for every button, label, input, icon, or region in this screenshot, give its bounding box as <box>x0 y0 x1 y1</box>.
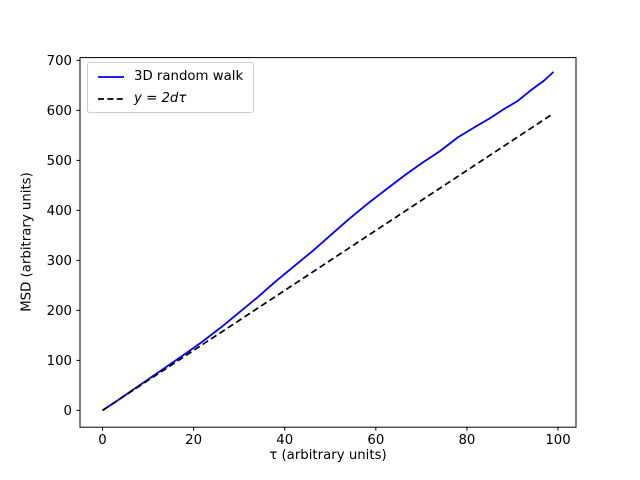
x-tick-label: 80 <box>458 433 475 448</box>
legend-label-random-walk: 3D random walk <box>134 69 244 84</box>
axes-spines <box>79 57 577 428</box>
legend-item-random-walk: 3D random walk <box>97 69 243 84</box>
axis-ticks: 0 20 40 60 80 100 0 100 200 300 400 500 600 700 <box>47 54 571 448</box>
x-tick-label: 100 <box>545 433 570 448</box>
legend-label-theory: y = 2dτ <box>134 91 187 106</box>
series-line-1 <box>102 112 554 412</box>
legend-item-theory: y = 2dτ <box>97 91 243 106</box>
y-tick-label: 500 <box>47 154 72 169</box>
y-tick-label: 400 <box>47 204 72 219</box>
y-tick-label: 600 <box>47 104 72 119</box>
x-axis-label: τ (arbitrary units) <box>269 448 387 463</box>
y-tick-label: 300 <box>47 254 72 269</box>
y-tick-label: 100 <box>47 354 72 369</box>
plot-series <box>102 71 555 412</box>
y-tick-label: 200 <box>47 304 72 319</box>
legend: 3D random walk y = 2dτ <box>87 62 255 113</box>
y-tick-label: 700 <box>47 54 72 69</box>
x-tick-label: 60 <box>367 433 384 448</box>
y-axis-label: MSD (arbitrary units) <box>19 172 35 312</box>
y-tick-label: 0 <box>64 404 72 419</box>
legend-solid-line-swatch <box>98 75 124 78</box>
x-tick-label: 40 <box>276 433 293 448</box>
x-tick-label: 20 <box>185 433 202 448</box>
legend-dashed-line-swatch <box>98 97 124 100</box>
x-tick-label: 0 <box>98 433 106 448</box>
series-line-0 <box>102 71 555 412</box>
